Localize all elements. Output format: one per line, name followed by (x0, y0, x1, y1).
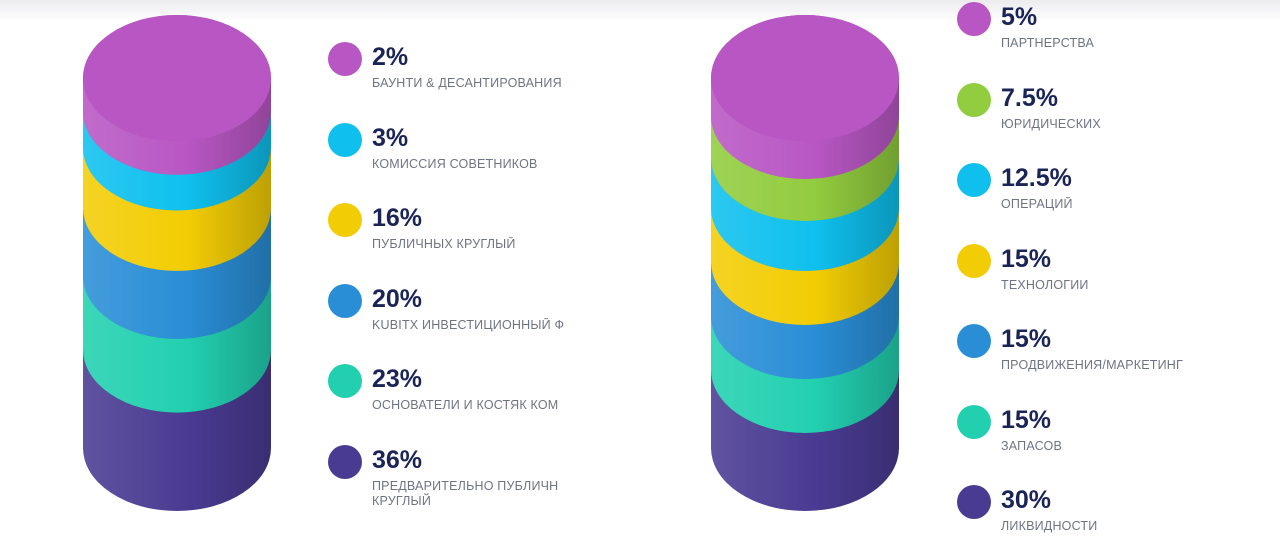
legend-label: Баунти & Десантирования (372, 76, 562, 90)
legend-percent: 15% (1001, 325, 1052, 353)
legend-dot (328, 284, 362, 318)
legend-percent: 5% (1001, 3, 1038, 31)
legend-percent: 2% (372, 43, 409, 71)
legend-label: Операций (1001, 197, 1073, 211)
legend-item: 23% Основатели и костяк ком (326, 362, 568, 432)
legend-dot (957, 485, 991, 519)
legend-dot (957, 324, 991, 358)
legend-percent: 16% (372, 204, 423, 232)
cylinder-top-cap (711, 15, 899, 141)
legend-dot (957, 2, 991, 36)
legend-dot (328, 445, 362, 479)
legend-percent: 3% (372, 124, 409, 152)
legend-percent: 12.5% (1001, 164, 1072, 192)
legend-label: Партнерства (1001, 36, 1095, 50)
legend-label: Ликвидности (1001, 519, 1098, 533)
legend-dot (328, 123, 362, 157)
legend-percent: 36% (372, 446, 423, 474)
legend-label: Юридических (1001, 117, 1101, 131)
legend-percent: 23% (372, 365, 423, 393)
legend-dot (957, 83, 991, 117)
legend-item: 12.5% Операций (955, 161, 1195, 231)
legend-dot (328, 203, 362, 237)
legend-label: Запасов (1001, 439, 1063, 453)
legend-percent: 7.5% (1001, 84, 1058, 112)
legend-label: Основатели и костяк ком (372, 398, 559, 412)
legend-item: 7.5% Юридических (955, 81, 1195, 151)
legend-item: 5% Партнерства (955, 0, 1195, 70)
legend-item: 16% Публичных круглый (326, 201, 568, 271)
legend-label: Предварительно публичн круглый (372, 479, 559, 508)
legend-dot (957, 244, 991, 278)
legend-item: 15% Продвижения/маркетинг (955, 322, 1195, 392)
legend-label: Kubitx Инвестиционный ф (372, 318, 565, 332)
legend-item: 15% Технологии (955, 242, 1195, 312)
legend-label: Технологии (1001, 278, 1089, 292)
left-cylinder-chart (83, 15, 271, 511)
legend-percent: 30% (1001, 486, 1052, 514)
legend-dot (328, 42, 362, 76)
legend-percent: 15% (1001, 406, 1052, 434)
legend-label: Продвижения/маркетинг (1001, 358, 1183, 372)
cylinder-top-cap (83, 15, 271, 141)
legend-item: 2% Баунти & Десантирования (326, 40, 568, 110)
legend-label: Комиссия советников (372, 157, 538, 171)
legend-dot (328, 364, 362, 398)
legend-dot (957, 405, 991, 439)
legend-item: 20% Kubitx Инвестиционный ф (326, 282, 568, 352)
right-cylinder-chart (711, 15, 899, 511)
legend-item: 3% Комиссия советников (326, 121, 568, 191)
legend-dot (957, 163, 991, 197)
legend-label: Публичных круглый (372, 237, 516, 251)
legend-item: 30% Ликвидности (955, 483, 1195, 553)
legend-percent: 15% (1001, 245, 1052, 273)
legend-item: 36% Предварительно публичн круглый (326, 443, 568, 513)
legend-item: 15% Запасов (955, 403, 1195, 473)
legend-percent: 20% (372, 285, 423, 313)
